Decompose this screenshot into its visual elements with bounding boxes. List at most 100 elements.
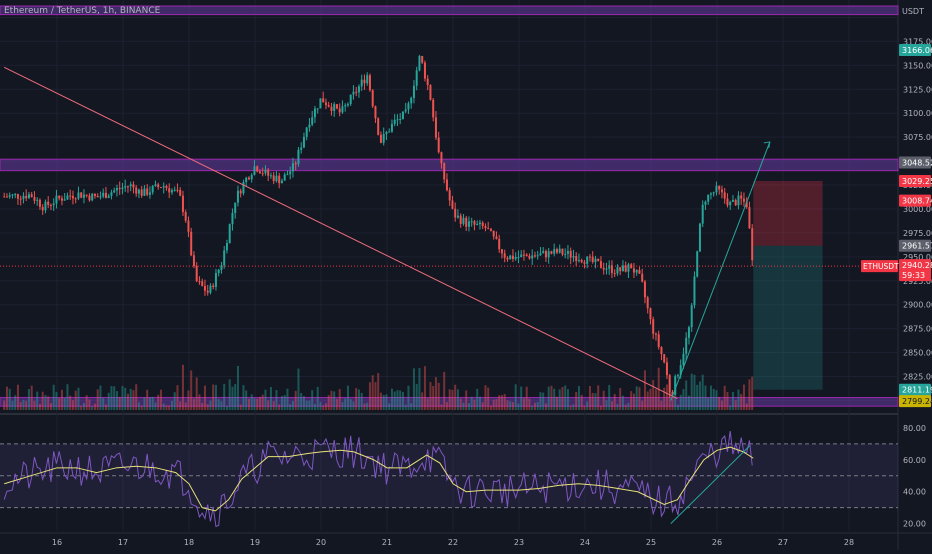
volume-bar	[41, 391, 44, 410]
candle-body	[234, 202, 237, 213]
candle-body	[558, 248, 561, 253]
candle-body	[465, 217, 468, 227]
candle-body	[341, 106, 344, 113]
candle-body	[641, 273, 644, 282]
candle-body	[533, 255, 536, 257]
volume-bar	[619, 388, 622, 410]
volume-bar	[80, 405, 83, 410]
volume-bar	[503, 394, 506, 410]
zone-1	[0, 158, 899, 172]
candle-body	[357, 86, 360, 93]
candle-body	[566, 250, 569, 254]
volume-bar	[5, 386, 8, 410]
volume-bar	[495, 399, 498, 410]
volume-bar	[286, 388, 289, 410]
candle-body	[63, 199, 66, 201]
candle-body	[481, 222, 484, 227]
volume-bar	[198, 394, 201, 410]
volume-bar	[363, 403, 366, 410]
volume-bar	[514, 384, 517, 410]
candle-body	[286, 174, 289, 176]
volume-bar	[38, 404, 41, 410]
candle-body	[38, 199, 41, 207]
candle-body	[599, 261, 602, 268]
volume-bar	[396, 390, 399, 410]
volume-bar	[561, 386, 564, 410]
candle-body	[470, 221, 473, 223]
candle-body	[269, 175, 272, 177]
volume-bar	[190, 370, 193, 410]
volume-bar	[66, 384, 69, 410]
candle-body	[649, 308, 652, 320]
candle-body	[547, 251, 550, 258]
volume-bar	[564, 385, 567, 410]
candle-body	[247, 177, 250, 180]
candle-body	[489, 229, 492, 231]
candle-body	[203, 285, 206, 291]
candle-body	[275, 175, 278, 182]
symbol-tag	[861, 260, 898, 273]
candle-body	[33, 197, 36, 201]
price-tick-label: 2825.00	[903, 372, 932, 381]
position-risk-area	[753, 180, 823, 246]
candle-body	[129, 184, 132, 187]
price-tick-label: 3125.00	[903, 85, 932, 94]
volume-bar	[690, 373, 693, 410]
candle-body	[500, 249, 503, 254]
candle-body	[624, 265, 627, 272]
volume-bar	[588, 386, 591, 410]
volume-bar	[355, 388, 358, 410]
candle-body	[748, 207, 751, 229]
volume-bar	[602, 390, 605, 410]
candle-body	[11, 194, 14, 196]
volume-bar	[555, 396, 558, 410]
volume-bar	[195, 377, 198, 410]
volume-bar	[643, 370, 646, 410]
price-badge	[899, 194, 931, 207]
candle-body	[371, 90, 374, 107]
volume-bar	[88, 399, 91, 410]
volume-bar	[206, 404, 209, 410]
volume-bar	[522, 398, 525, 410]
candle-body	[14, 194, 17, 196]
candle-body	[283, 174, 286, 181]
volume-bar	[432, 385, 435, 410]
candle-body	[676, 375, 679, 377]
candle-body	[305, 127, 308, 137]
volume-bar	[734, 400, 737, 410]
volume-bar	[528, 398, 531, 410]
volume-bar	[671, 394, 674, 410]
volume-bar	[148, 397, 151, 410]
volume-bar	[316, 386, 319, 410]
candle-body	[319, 98, 322, 109]
volume-bar	[250, 394, 253, 410]
volume-bar	[591, 392, 594, 410]
candle-body	[643, 281, 646, 298]
volume-bar	[379, 392, 382, 410]
candle-body	[162, 186, 165, 188]
candle-body	[616, 267, 619, 274]
price-tick-label: 2850.00	[903, 349, 932, 358]
volume-bar	[184, 402, 187, 410]
volume-bar	[462, 402, 465, 410]
volume-bar	[55, 391, 58, 410]
volume-bar	[302, 396, 305, 410]
volume-bar	[478, 396, 481, 410]
volume-bar	[575, 392, 578, 410]
candle-body	[454, 208, 457, 218]
volume-bar	[371, 375, 374, 410]
time-tick-label: 20	[316, 538, 326, 547]
volume-bar	[187, 390, 190, 410]
volume-bar	[621, 395, 624, 410]
volume-bar	[412, 368, 415, 410]
volume-bar	[203, 385, 206, 410]
volume-bar	[429, 382, 432, 410]
candle-body	[181, 195, 184, 213]
price-tick-label: 3000.00	[903, 205, 932, 214]
candle-body	[261, 173, 264, 175]
volume-bar	[110, 386, 113, 410]
candle-body	[363, 79, 366, 84]
candle-body	[696, 251, 699, 277]
